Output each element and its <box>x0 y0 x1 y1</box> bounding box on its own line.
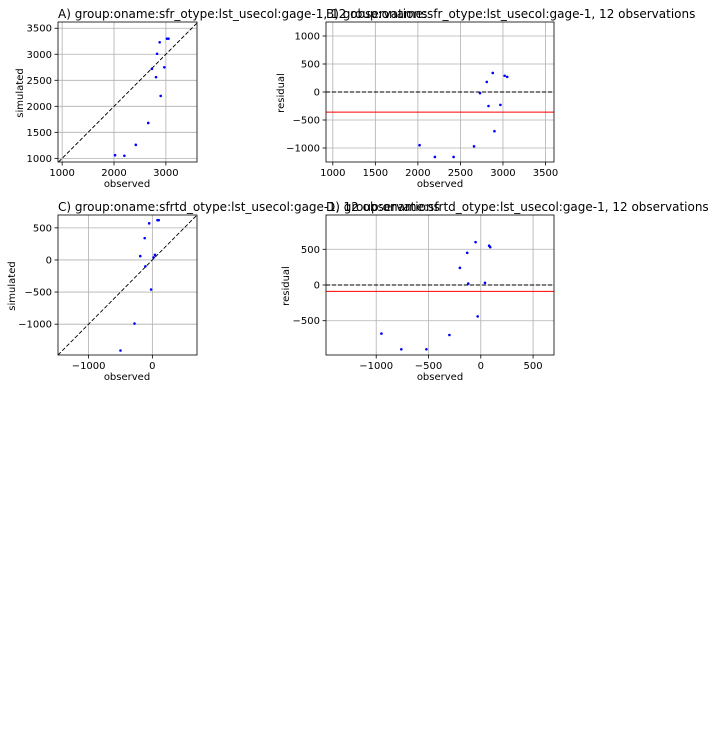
data-point-a-9 <box>163 65 166 69</box>
xtick-label-c: −1000 <box>72 361 106 372</box>
ytick-label-b: −1000 <box>286 144 320 155</box>
xtick-label-b: 1000 <box>320 168 345 179</box>
data-point-c-1 <box>133 322 136 325</box>
data-point-d-7 <box>474 240 477 244</box>
xlabel-c: observed <box>104 372 150 383</box>
data-point-d-6 <box>466 282 470 285</box>
xtick-label-b: 3000 <box>490 168 515 179</box>
ytick-label-b: 500 <box>301 60 320 71</box>
xtick-label-a: 2000 <box>101 168 126 179</box>
data-point-a-4 <box>150 67 154 71</box>
axes-frame-d <box>325 214 555 356</box>
data-point-b-8 <box>493 129 496 133</box>
data-point-c-6 <box>149 288 153 291</box>
data-point-d-9 <box>483 281 487 285</box>
xtick-label-b: 3500 <box>533 168 558 179</box>
data-point-a-11 <box>167 37 170 40</box>
data-point-b-0 <box>418 143 421 147</box>
data-point-d-11 <box>488 245 492 249</box>
xtick-label-b: 2500 <box>448 168 473 179</box>
data-point-c-3 <box>143 236 147 240</box>
ytick-label-b: 1000 <box>295 32 320 43</box>
ytick-label-a: 3500 <box>27 24 52 35</box>
data-point-b-1 <box>433 155 437 159</box>
data-point-a-6 <box>155 52 159 56</box>
data-point-c-0 <box>119 349 122 352</box>
xtick-label-d: −1000 <box>359 361 393 372</box>
ytick-label-c: −500 <box>25 288 52 299</box>
ytick-label-c: 0 <box>46 255 52 266</box>
ytick-label-d: −500 <box>293 316 320 327</box>
ytick-label-d: 500 <box>301 245 320 256</box>
data-point-b-4 <box>478 91 482 95</box>
xtick-label-a: 1000 <box>49 168 74 179</box>
data-point-c-8 <box>153 253 157 257</box>
xtick-label-d: −500 <box>415 361 442 372</box>
data-point-b-2 <box>452 155 455 159</box>
ytick-label-b: 0 <box>314 88 320 99</box>
data-point-c-5 <box>147 222 151 225</box>
data-point-c-10 <box>157 218 161 222</box>
data-point-c-4 <box>144 265 147 268</box>
xlabel-a: observed <box>104 179 150 190</box>
axes-frame-c <box>57 214 198 356</box>
data-point-d-3 <box>448 333 451 337</box>
one-to-one-line-a <box>58 22 197 162</box>
xlabel-d: observed <box>417 372 463 383</box>
ytick-label-b: −500 <box>293 116 320 127</box>
data-point-b-7 <box>491 71 495 75</box>
data-point-a-5 <box>154 75 158 79</box>
data-point-b-10 <box>503 74 506 78</box>
title-c: C) group:oname:sfrtd_otype:lst_usecol:ga… <box>58 200 440 214</box>
title-b: B) group:oname:sfr_otype:lst_usecol:gage… <box>326 7 695 21</box>
ylabel-a: simulated <box>15 68 26 117</box>
axes-frame-a <box>57 21 198 163</box>
data-point-d-5 <box>465 251 469 255</box>
ylabel-b: residual <box>276 73 287 113</box>
data-point-a-7 <box>158 40 161 44</box>
data-point-b-6 <box>487 104 490 108</box>
ytick-label-a: 3000 <box>27 50 52 61</box>
data-point-b-11 <box>505 75 509 79</box>
xtick-label-d: 500 <box>524 361 543 372</box>
data-point-a-3 <box>146 121 150 125</box>
data-point-a-8 <box>159 94 162 98</box>
ylabel-c: simulated <box>7 261 18 310</box>
data-point-c-2 <box>138 254 142 258</box>
ytick-label-a: 1000 <box>27 154 52 165</box>
data-point-d-4 <box>458 266 462 270</box>
ytick-label-d: 0 <box>314 281 320 292</box>
data-point-b-9 <box>499 103 502 107</box>
data-point-d-1 <box>400 347 403 351</box>
xlabel-b: observed <box>417 179 463 190</box>
data-point-c-7 <box>152 256 155 259</box>
xtick-label-b: 2000 <box>405 168 430 179</box>
xtick-label-b: 1500 <box>363 168 388 179</box>
data-point-d-2 <box>425 347 428 351</box>
ytick-label-c: −1000 <box>18 320 52 331</box>
ytick-label-a: 1500 <box>27 128 52 139</box>
data-point-b-3 <box>472 145 476 148</box>
xtick-label-d: 0 <box>478 361 484 372</box>
title-d: D) group:oname:sfrtd_otype:lst_usecol:ga… <box>326 200 709 214</box>
one-to-one-line-c <box>58 215 197 355</box>
xtick-label-c: 0 <box>149 361 155 372</box>
ytick-label-a: 2000 <box>27 102 52 113</box>
ylabel-d: residual <box>281 266 292 306</box>
data-point-d-0 <box>380 332 383 335</box>
title-a: A) group:oname:sfr_otype:lst_usecol:gage… <box>58 7 427 21</box>
data-point-a-2 <box>134 143 138 147</box>
data-point-d-8 <box>476 315 479 318</box>
xtick-label-a: 3000 <box>153 168 178 179</box>
data-point-a-0 <box>113 153 117 157</box>
axes-frame-b <box>325 21 555 163</box>
data-point-b-5 <box>485 80 489 84</box>
data-point-a-1 <box>123 154 126 158</box>
ytick-label-c: 500 <box>33 223 52 234</box>
ytick-label-a: 2500 <box>27 76 52 87</box>
